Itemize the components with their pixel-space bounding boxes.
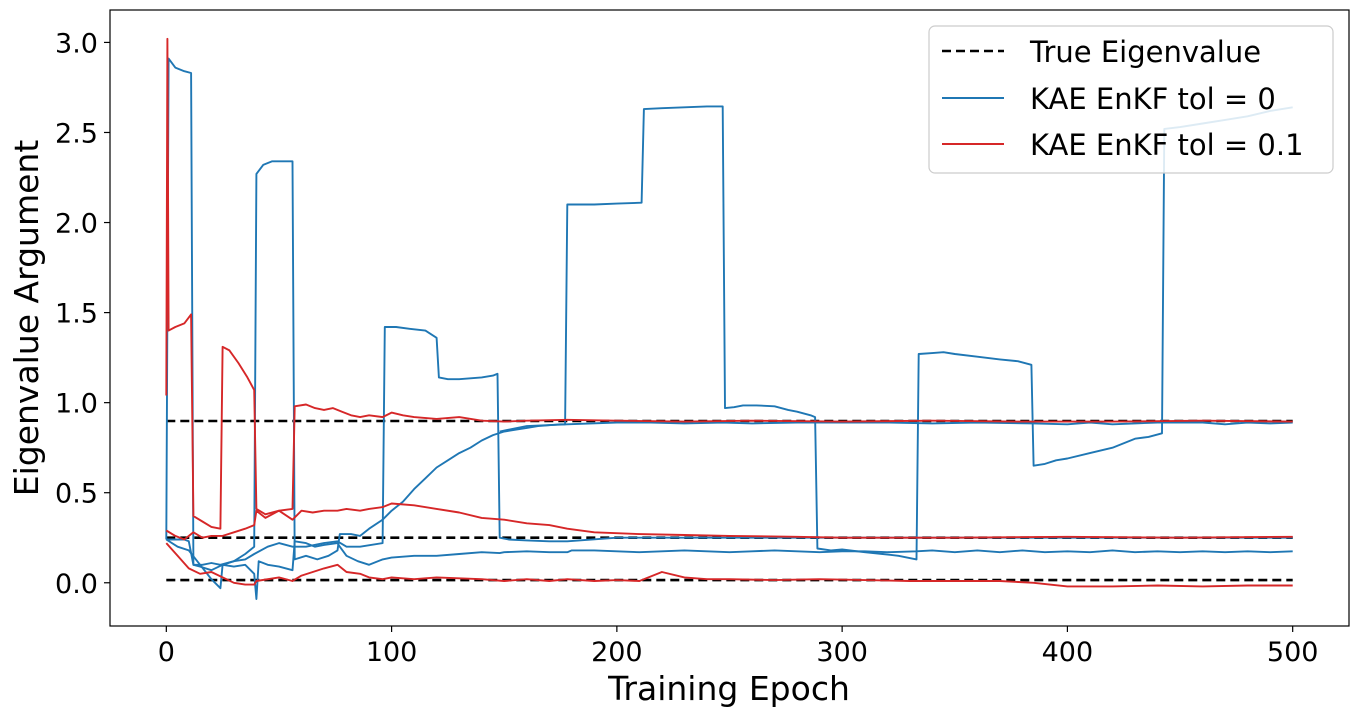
x-tick-label: 200	[591, 637, 643, 668]
y-tick-label: 0.0	[55, 569, 98, 600]
legend-box	[928, 25, 1334, 174]
legend-label-tol-0: KAE EnKF tol = 0	[1030, 82, 1276, 116]
y-tick-label: 1.5	[55, 299, 98, 330]
y-tick-label: 2.5	[55, 118, 98, 149]
x-tick-label: 0	[158, 637, 175, 668]
series-line-tol0-3	[165, 57, 1293, 572]
x-tick-label: 300	[816, 637, 868, 668]
x-tick-label: 400	[1042, 637, 1094, 668]
y-tick-label: 1.0	[55, 389, 98, 420]
series-line-tol0-6	[499, 421, 1293, 433]
y-tick-label: 2.0	[55, 209, 98, 240]
legend: True Eigenvalue KAE EnKF tol = 0 KAE EnK…	[928, 25, 1334, 174]
x-axis-label: Training Epoch	[607, 669, 850, 708]
x-tick-label: 100	[366, 637, 418, 668]
x-axis: 0 100 200 300 400 500	[158, 626, 1319, 668]
series-line-tol01-8	[165, 502, 1293, 541]
series-line-tol0-5	[166, 326, 1293, 566]
y-tick-label: 3.0	[55, 28, 98, 59]
series-line-tol01-7	[165, 37, 1293, 530]
series-line-tol01-9	[165, 542, 1293, 588]
legend-label-true-eigenvalue: True Eigenvalue	[1029, 35, 1261, 69]
y-axis-label: Eigenvalue Argument	[7, 140, 46, 497]
x-tick-label: 500	[1267, 637, 1319, 668]
series-line-tol0-4	[165, 538, 1293, 600]
series-layer	[165, 37, 1293, 600]
y-tick-label: 0.5	[55, 479, 98, 510]
legend-label-tol-0-1: KAE EnKF tol = 0.1	[1030, 128, 1304, 162]
plot-frame	[109, 9, 1350, 627]
y-axis: 0.0 0.5 1.0 1.5 2.0 2.5 3.0	[55, 28, 110, 600]
